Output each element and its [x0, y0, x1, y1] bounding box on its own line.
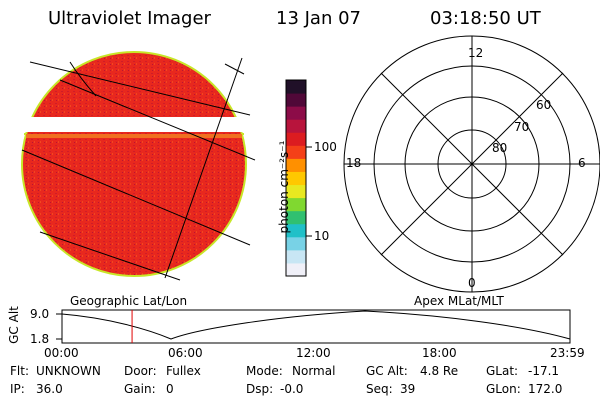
status-dsp-value: -0.0 — [280, 382, 304, 396]
status-glon-label: GLon: — [486, 382, 521, 396]
image-time: 03:18:50 UT — [430, 8, 541, 29]
geographic-grid — [21, 57, 256, 281]
colorbar-band — [286, 80, 306, 94]
colorbar-band — [286, 106, 306, 120]
status-seq-value: 39 — [400, 382, 416, 396]
orbit-xtick-0600: 06:00 — [168, 346, 203, 360]
status-seq-label: Seq: — [366, 382, 393, 396]
status-ip-label: IP: — [10, 382, 25, 396]
orbit-ytick-label-low: 1.8 — [30, 332, 50, 346]
colorbar-band — [286, 197, 306, 212]
image-date: 13 Jan 07 — [276, 8, 361, 29]
status-door-value: Fullex — [166, 364, 201, 378]
colorbar-frame — [285, 79, 307, 277]
instrument-title: Ultraviolet Imager — [48, 8, 211, 29]
orbit-ytick-label-high: 9.0 — [30, 307, 50, 321]
orbit-xtick-1200: 12:00 — [296, 346, 331, 360]
status-glat-label: GLat: — [486, 364, 519, 378]
status-glon-value: 172.0 — [528, 382, 563, 396]
status-flt-value: UNKNOWN — [36, 364, 101, 378]
mlat-label-80: 80 — [492, 141, 508, 155]
colorbar-band — [286, 223, 306, 238]
status-door-label: Door: — [124, 364, 157, 378]
mlt-label-6: 6 — [578, 156, 586, 170]
mlat-label-60: 60 — [536, 98, 552, 112]
status-gcalt-value: 4.8 Re — [420, 364, 459, 378]
apex-caption: Apex MLat/MLT — [414, 294, 504, 308]
orbit-xtick-2359: 23:59 — [550, 346, 585, 360]
colorbar-band — [286, 119, 306, 133]
mlt-label-12: 12 — [468, 46, 484, 60]
colorbar-band — [286, 210, 306, 225]
orbit-xtick-0000: 00:00 — [44, 346, 79, 360]
status-flt-label: Flt: — [10, 364, 29, 378]
uv-image-bottom-segment — [21, 132, 247, 277]
colorbar-band — [286, 158, 306, 172]
status-gain-value: 0 — [166, 382, 174, 396]
polar-grid — [343, 35, 600, 293]
colorbar-band — [286, 262, 306, 277]
status-mode-value: Normal — [292, 364, 336, 378]
orbit-plot-frame — [61, 309, 571, 344]
colorbar-band — [286, 249, 306, 264]
colorbar-unit-label: photon cm⁻²s⁻¹ — [277, 140, 291, 234]
geographic-caption: Geographic Lat/Lon — [70, 294, 188, 308]
colorbar — [286, 80, 306, 277]
colorbar-band — [286, 184, 306, 199]
colorbar-band — [286, 132, 306, 146]
colorbar-label-100: 100 — [314, 140, 337, 154]
mlt-label-18: 18 — [346, 156, 362, 170]
uv-image-top-segment — [31, 51, 237, 117]
mlat-label-70: 70 — [514, 120, 530, 134]
orbit-xtick-1800: 18:00 — [422, 346, 457, 360]
colorbar-label-10: 10 — [314, 229, 330, 243]
status-dsp-label: Dsp: — [246, 382, 274, 396]
status-ip-value: 36.0 — [36, 382, 63, 396]
orbit-ylabel: GC Alt — [7, 306, 21, 344]
status-mode-label: Mode: — [246, 364, 283, 378]
colorbar-band — [286, 145, 306, 159]
colorbar-band — [286, 93, 306, 107]
orbit-altitude-curve — [61, 310, 571, 340]
colorbar-band — [286, 236, 306, 251]
colorbar-band — [286, 171, 306, 186]
status-gcalt-label: GC Alt: — [366, 364, 408, 378]
status-glat-value: -17.1 — [528, 364, 560, 378]
status-gain-label: Gain: — [124, 382, 156, 396]
mlt-label-0: 0 — [468, 276, 476, 290]
